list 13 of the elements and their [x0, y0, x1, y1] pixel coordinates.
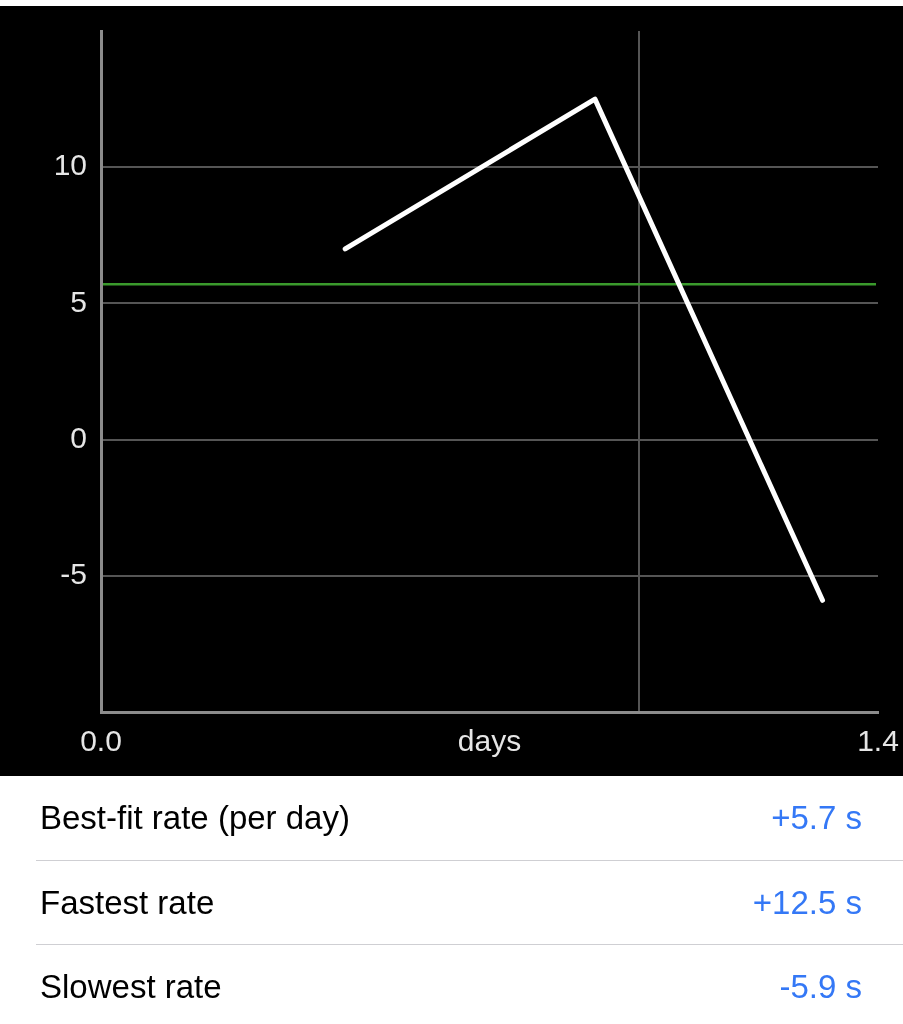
x-tick-label: 1.4: [857, 724, 899, 758]
text: Slowest rate: [40, 967, 222, 1006]
text: Best-fit rate (per day): [40, 799, 350, 837]
text: -5.9 s: [779, 967, 862, 1006]
y-tick-label: 0: [70, 420, 87, 454]
y-tick-label: -5: [60, 557, 87, 591]
x-axis-title: days: [457, 724, 522, 758]
text: +5.7 s: [771, 799, 862, 837]
text: Fastest rate: [40, 883, 215, 922]
y-tick-label: 10: [53, 148, 87, 182]
x-tick-label: 0.0: [80, 724, 122, 758]
text: +12.5 s: [752, 883, 862, 922]
y-tick-label: 5: [70, 284, 87, 318]
